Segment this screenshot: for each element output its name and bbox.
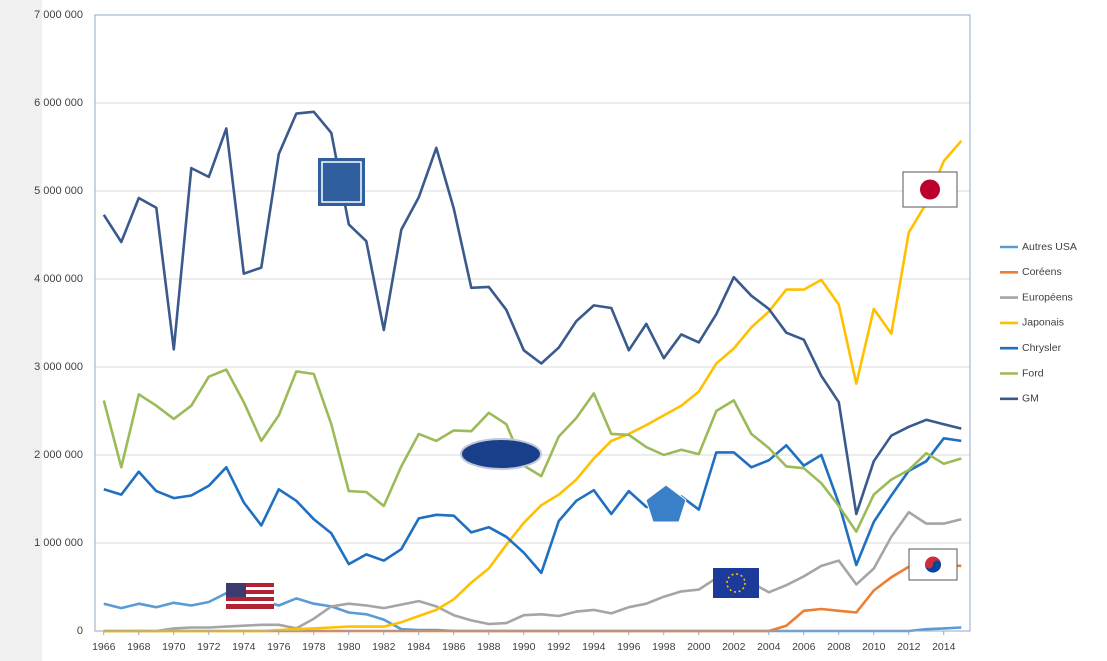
y-tick-label: 7 000 000 xyxy=(34,9,83,21)
y-tick-label: 4 000 000 xyxy=(34,273,83,285)
x-tick-label: 2004 xyxy=(757,641,781,653)
x-tick-label: 2008 xyxy=(827,641,851,653)
gm-logo xyxy=(318,158,365,206)
legend-label: Japonais xyxy=(1022,317,1064,329)
x-tick-label: 1978 xyxy=(302,641,326,653)
y-tick-label: 3 000 000 xyxy=(34,361,83,373)
x-tick-label: 1976 xyxy=(267,641,291,653)
x-tick-label: 1994 xyxy=(582,641,606,653)
y-tick-label: 5 000 000 xyxy=(34,185,83,197)
y-tick-label: 6 000 000 xyxy=(34,97,83,109)
legend-label: Coréens xyxy=(1022,266,1062,278)
series-line xyxy=(103,510,962,633)
x-tick-label: 1970 xyxy=(162,641,186,653)
x-tick-label: 2012 xyxy=(897,641,921,653)
ford-logo xyxy=(460,438,542,470)
series-line xyxy=(102,368,962,533)
x-tick-label: 1972 xyxy=(197,641,221,653)
y-tick-label: 2 000 000 xyxy=(34,449,83,461)
legend-label: Ford xyxy=(1022,367,1044,379)
x-tick-label: 2014 xyxy=(932,641,956,653)
x-tick-label: 1990 xyxy=(512,641,536,653)
legend-label: GM xyxy=(1022,393,1039,405)
x-tick-label: 2006 xyxy=(792,641,816,653)
x-tick-label: 2000 xyxy=(687,641,711,653)
y-tick-label: 0 xyxy=(77,625,83,637)
plot-frame xyxy=(94,14,971,632)
x-tick-label: 2002 xyxy=(722,641,746,653)
x-tick-label: 1988 xyxy=(477,641,501,653)
x-tick-label: 1982 xyxy=(372,641,396,653)
legend-label: Européens xyxy=(1022,291,1073,303)
x-tick-label: 1992 xyxy=(547,641,571,653)
legend-label: Chrysler xyxy=(1022,342,1062,354)
y-tick-label: 1 000 000 xyxy=(34,537,83,549)
x-tick-label: 1984 xyxy=(407,641,431,653)
x-tick-label: 1974 xyxy=(232,641,256,653)
x-tick-label: 1980 xyxy=(337,641,361,653)
series-line xyxy=(102,110,962,516)
series-line xyxy=(103,436,962,575)
x-tick-label: 1996 xyxy=(617,641,641,653)
chrysler-logo xyxy=(645,484,687,523)
eu-flag xyxy=(713,568,759,598)
x-tick-label: 1966 xyxy=(92,641,116,653)
x-tick-label: 2010 xyxy=(862,641,886,653)
japan-flag xyxy=(902,171,958,208)
usa-flag xyxy=(226,583,274,609)
x-tick-label: 1998 xyxy=(652,641,676,653)
x-tick-label: 1968 xyxy=(127,641,151,653)
legend-label: Autres USA xyxy=(1022,241,1077,253)
x-tick-label: 1986 xyxy=(442,641,466,653)
korea-flag xyxy=(908,548,958,581)
side-strip xyxy=(0,0,42,661)
